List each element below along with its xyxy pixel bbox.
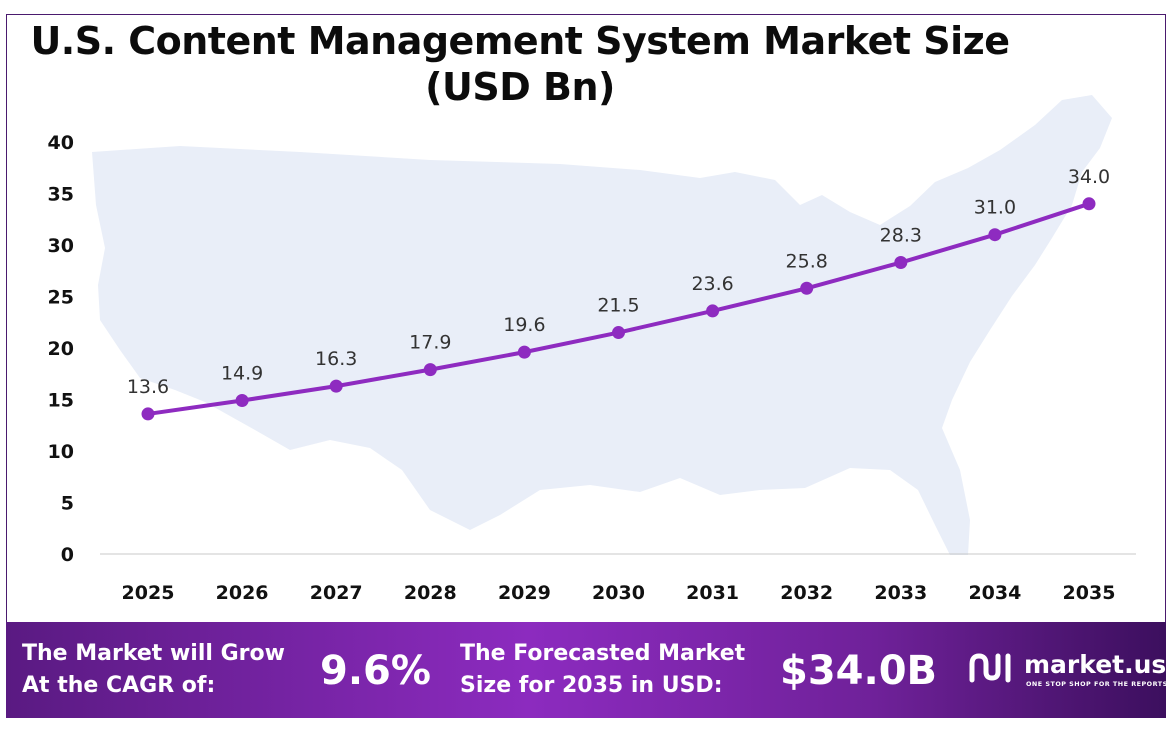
data-label: 28.3 [880,225,922,247]
data-labels: 13.6 14.9 16.3 17.9 19.6 21.5 23.6 25.8 28.3 31.0… [127,166,1110,398]
data-label: 14.9 [221,363,263,385]
x-tick-label: 2033 [874,582,927,604]
cagr-value: 9.6% [320,648,431,694]
cagr-label-line2: At the CAGR of: [22,673,216,698]
market-us-logo-icon [969,653,1011,683]
data-label: 19.6 [503,314,545,336]
data-point [517,345,531,359]
series-markers [141,197,1096,421]
x-tick-label: 2030 [592,582,645,604]
footer-banner: The Market will Grow At the CAGR of: 9.6… [6,622,1167,718]
x-axis: 2025 2026 2027 2028 2029 2030 2031 2032 2033 2034… [122,582,1116,604]
y-tick-label: 20 [48,338,74,360]
data-label: 34.0 [1068,166,1110,188]
brand-logo: market.us ONE STOP SHOP FOR THE REPORTS [968,648,1167,692]
data-label: 17.9 [409,332,451,354]
data-point [1082,197,1096,211]
data-label: 13.6 [127,376,169,398]
data-point [141,407,155,421]
data-point [235,394,249,408]
data-point [706,304,720,318]
forecast-value: $34.0B [780,648,938,694]
x-tick-label: 2035 [1063,582,1116,604]
x-tick-label: 2034 [968,582,1021,604]
data-label: 21.5 [597,295,639,317]
data-label: 16.3 [315,348,357,370]
forecast-label-line2: Size for 2035 in USD: [460,673,723,698]
chart-title-line2: (USD Bn) [425,65,615,109]
y-tick-label: 5 [61,493,74,515]
x-tick-label: 2032 [780,582,833,604]
y-tick-label: 10 [48,441,74,463]
y-tick-label: 30 [48,235,74,257]
brand-name: market.us [1024,650,1167,679]
data-point [800,281,814,295]
brand-tagline: ONE STOP SHOP FOR THE REPORTS [1026,680,1168,688]
y-tick-label: 0 [61,544,74,566]
x-tick-label: 2027 [310,582,363,604]
cagr-label-line1: The Market will Grow [22,641,285,666]
x-tick-label: 2028 [404,582,457,604]
data-label: 23.6 [691,273,733,295]
x-tick-label: 2026 [216,582,269,604]
x-tick-label: 2031 [686,582,739,604]
y-tick-label: 25 [48,287,74,309]
chart-title: U.S. Content Management System Market Si… [0,18,1040,110]
cagr-label: The Market will Grow At the CAGR of: [22,638,285,702]
x-tick-label: 2025 [122,582,175,604]
chart-title-line1: U.S. Content Management System Market Si… [30,19,1010,63]
y-axis: 0 5 10 15 20 25 30 35 40 [48,132,74,566]
data-point [894,256,908,270]
forecast-label: The Forecasted Market Size for 2035 in U… [460,638,745,702]
x-tick-label: 2029 [498,582,551,604]
y-tick-label: 15 [48,390,74,412]
y-tick-label: 35 [48,184,74,206]
data-point [612,326,625,340]
data-point [423,363,437,377]
data-point [988,228,1002,242]
y-tick-label: 40 [48,132,74,154]
us-map-background [92,95,1112,555]
data-label: 31.0 [974,197,1016,219]
data-label: 25.8 [786,250,828,272]
forecast-label-line1: The Forecasted Market [460,641,746,666]
data-point [329,379,343,393]
